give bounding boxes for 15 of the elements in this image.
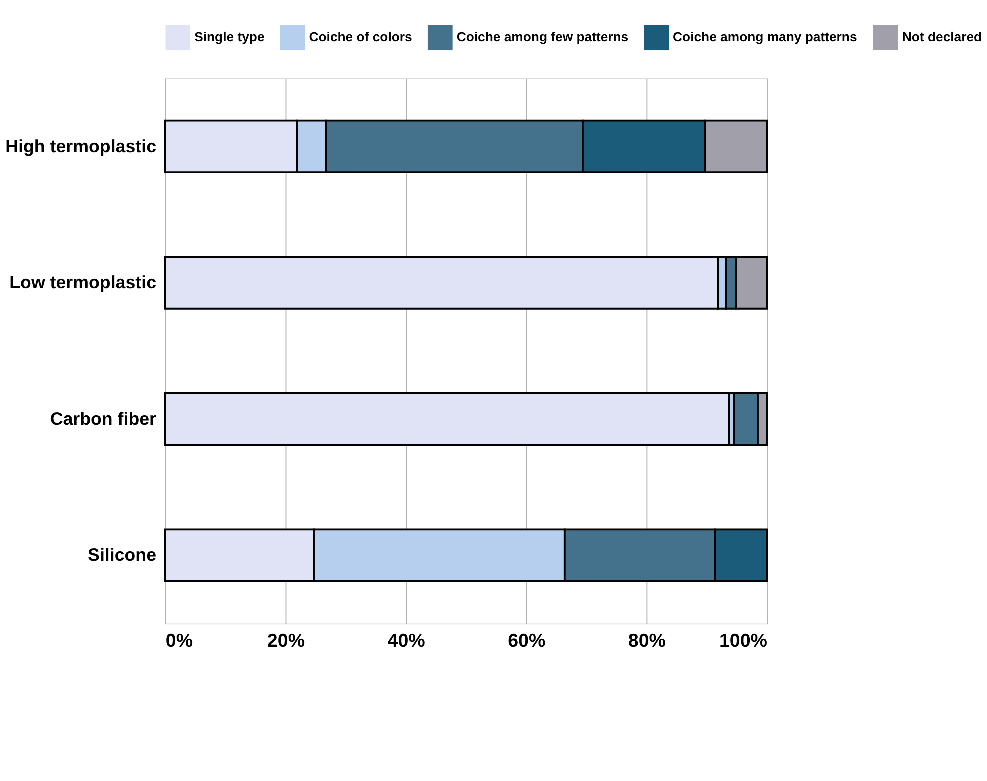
x-tick-label: 0% <box>166 630 194 651</box>
x-tick-label: 20% <box>267 630 306 651</box>
x-tick-label: 60% <box>508 630 546 651</box>
legend-label: Coiche of colors <box>309 30 412 45</box>
legend-label: Coiche among many patterns <box>673 30 858 45</box>
legend-label: Coiche among few patterns <box>456 30 629 45</box>
x-tick-label: 80% <box>628 630 666 651</box>
legend-label: Not declared <box>902 30 982 45</box>
y-tick-label: Silicone <box>88 545 157 566</box>
y-tick-label: High termoplastic <box>6 136 157 156</box>
x-tick-label: 100% <box>719 630 768 651</box>
x-tick-label: 40% <box>388 630 426 651</box>
y-tick-label: Carbon fiber <box>50 408 157 429</box>
legend-label: Single type <box>194 30 265 45</box>
y-tick-label: Low termoplastic <box>10 272 157 293</box>
